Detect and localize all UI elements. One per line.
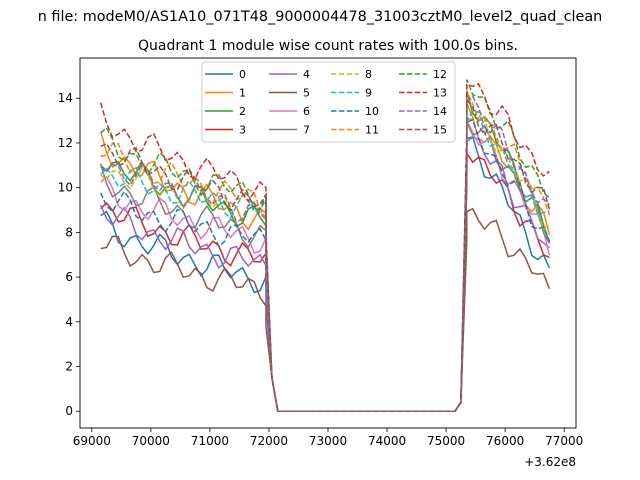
legend-label: 10: [365, 105, 379, 118]
plot-lines: [99, 79, 551, 412]
series-line-3: [100, 150, 550, 412]
legend-label: 11: [365, 124, 379, 137]
series-line-0: [100, 135, 551, 412]
legend-label: 2: [239, 105, 246, 118]
y-tick-label: 12: [58, 136, 73, 150]
x-offset-label: +3.62e8: [524, 455, 576, 469]
legend-label: 0: [239, 68, 246, 81]
legend-label: 1: [239, 87, 246, 100]
y-tick-label: 14: [58, 91, 73, 105]
chart-title: Quadrant 1 module wise count rates with …: [138, 38, 518, 54]
y-tick-label: 10: [58, 181, 73, 195]
legend-frame: [201, 61, 456, 143]
x-tick-label: 73000: [309, 434, 347, 448]
series-line-4: [100, 136, 550, 412]
series-line-1: [99, 103, 551, 412]
series-line-5: [100, 207, 551, 412]
legend-label: 6: [303, 105, 310, 118]
legend-label: 5: [303, 87, 310, 100]
series-line-8: [100, 108, 550, 412]
x-tick-label: 69000: [73, 434, 111, 448]
x-tick-label: 74000: [368, 434, 406, 448]
legend-label: 14: [433, 105, 447, 118]
series-line-6: [100, 120, 551, 412]
axes-ticks: 69000 70000 71000 72000 73000 74000 75000 76000…: [58, 91, 584, 448]
y-tick-label: 8: [65, 225, 73, 239]
x-tick-label: 77000: [545, 434, 583, 448]
chart-suptitle: n file: modeM0/AS1A10_071T48_9000004478_…: [38, 9, 603, 25]
series-line-13: [99, 83, 550, 412]
y-tick-label: 0: [65, 404, 73, 418]
x-tick-label: 76000: [486, 434, 524, 448]
plot-area-frame: [79, 57, 577, 429]
legend-label: 3: [239, 124, 246, 137]
legend-label: 4: [303, 68, 310, 81]
legend-label: 13: [433, 87, 447, 100]
x-tick-label: 72000: [250, 434, 288, 448]
y-tick-label: 6: [65, 270, 73, 284]
x-tick-label: 75000: [427, 434, 465, 448]
x-tick-label: 70000: [132, 434, 170, 448]
series-line-10: [100, 118, 551, 412]
y-tick-label: 4: [65, 315, 73, 329]
legend-label: 9: [365, 87, 372, 100]
series-line-14: [100, 95, 550, 412]
legend-label: 12: [433, 68, 447, 81]
legend-label: 15: [433, 124, 447, 137]
x-tick-label: 71000: [191, 434, 229, 448]
legend-label: 7: [303, 124, 310, 137]
y-tick-label: 2: [65, 360, 73, 374]
series-line-9: [100, 109, 550, 412]
legend-label: 8: [365, 68, 372, 81]
series-line-15: [100, 98, 551, 412]
series-line-7: [99, 121, 551, 412]
